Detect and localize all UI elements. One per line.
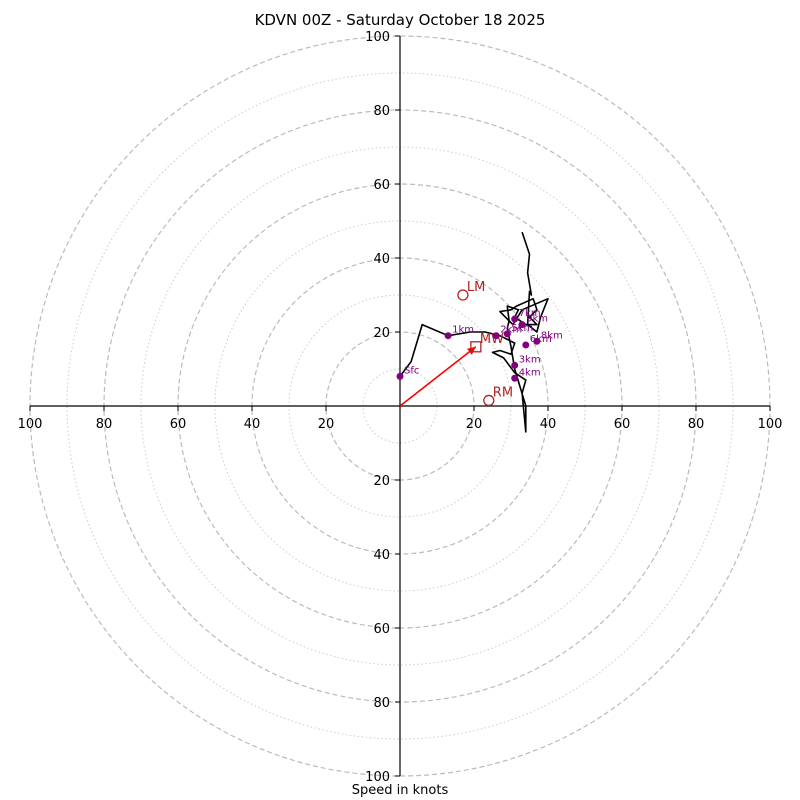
tick-label-down-20: 20 (373, 474, 390, 489)
height-label-9km: 9km (526, 314, 548, 325)
storm-vector-lm-label: LM (467, 280, 485, 295)
height-marker-5km (503, 330, 511, 338)
tick-label-up-80: 80 (373, 104, 390, 119)
tick-label-right-40: 40 (540, 417, 557, 432)
tick-label-right-60: 60 (614, 417, 631, 432)
tick-label-down-100: 100 (365, 770, 390, 785)
tick-label-left-40: 40 (244, 417, 261, 432)
height-label-4km: 4km (519, 367, 541, 378)
hodograph-trace-line (399, 231, 549, 433)
height-label-2km: 2km (500, 325, 522, 336)
tick-label-left-80: 80 (96, 417, 113, 432)
storm-vector-mw-marker (470, 341, 482, 353)
height-marker-sfc (396, 372, 404, 380)
height-marker-9km (518, 321, 526, 329)
tick-label-up-60: 60 (373, 178, 390, 193)
tick-label-left-100: 100 (18, 417, 43, 432)
height-label-1km: 1km (452, 325, 474, 336)
height-label-8km: 8km (541, 330, 563, 341)
height-label-3km: 3km (519, 354, 541, 365)
tick-label-left-20: 20 (318, 417, 335, 432)
tick-label-right-100: 100 (758, 417, 783, 432)
tick-label-up-100: 100 (365, 30, 390, 45)
tick-label-right-80: 80 (688, 417, 705, 432)
tick-label-right-20: 20 (466, 417, 483, 432)
tick-labels: 100 80 60 40 20 20 40 60 80 100 20 40 60 80 100 20 40 60 8… (18, 30, 783, 785)
height-marker-6km (522, 341, 530, 349)
storm-vector-lm-marker (457, 289, 469, 301)
tick-label-left-60: 60 (170, 417, 187, 432)
mean-wind-arrow-shaft (399, 346, 477, 407)
storm-vector-rm-label: RM (493, 385, 513, 400)
tick-label-up-20: 20 (373, 326, 390, 341)
tick-label-down-40: 40 (373, 548, 390, 563)
height-marker-2km (492, 332, 500, 340)
storm-vector-rm-marker (483, 394, 495, 407)
tick-label-down-80: 80 (373, 696, 390, 711)
height-marker-3km (511, 361, 519, 369)
height-marker-8km (533, 337, 541, 345)
height-marker-4km (511, 374, 519, 382)
height-label-5km: 5km (511, 323, 533, 334)
x-axis-label: Speed in knots (351, 783, 449, 798)
wind-trace (399, 231, 549, 433)
tick-label-up-40: 40 (373, 252, 390, 267)
height-label-sfc: Sfc (404, 365, 419, 376)
tick-label-down-60: 60 (373, 622, 390, 637)
height-marker-7km (511, 315, 519, 323)
height-label-7km: 7km (519, 308, 541, 319)
height-marker-1km (444, 332, 452, 340)
chart-title: KDVN 00Z - Saturday October 18 2025 (254, 11, 546, 29)
height-label-6km: 6km (530, 334, 552, 345)
